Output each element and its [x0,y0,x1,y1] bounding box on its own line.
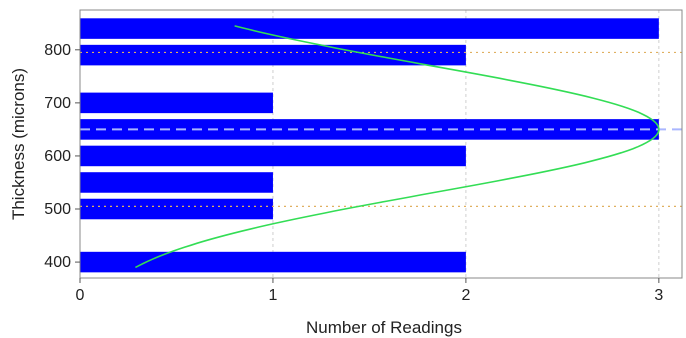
x-tick-label: 3 [654,287,663,304]
histogram-bar [80,44,466,66]
x-tick-label: 1 [268,287,277,304]
y-axis-label: Thickness (microns) [9,68,28,220]
reference-lines [80,51,682,207]
y-tick-label: 700 [44,95,71,112]
y-tick-label: 500 [44,201,71,218]
histogram-bar [80,172,273,193]
x-ticks: 0 1 2 3 [76,278,663,304]
x-axis-label: Number of Readings [306,318,462,337]
histogram-bar [80,145,466,167]
normal-curve-line [135,25,660,269]
histogram-bar [80,251,466,273]
histogram-bar [80,198,273,220]
x-tick-label: 2 [461,287,470,304]
histogram-bar [80,92,273,114]
x-tick-label: 0 [76,287,85,304]
bars [80,18,659,273]
plot-frame [79,9,683,279]
normal-curve [135,25,660,269]
y-tick-label: 800 [44,42,71,59]
y-tick-label: 400 [44,254,71,271]
y-ticks: 400 500 600 700 800 [44,42,80,271]
y-tick-label: 600 [44,148,71,165]
histogram-bar [80,18,659,39]
